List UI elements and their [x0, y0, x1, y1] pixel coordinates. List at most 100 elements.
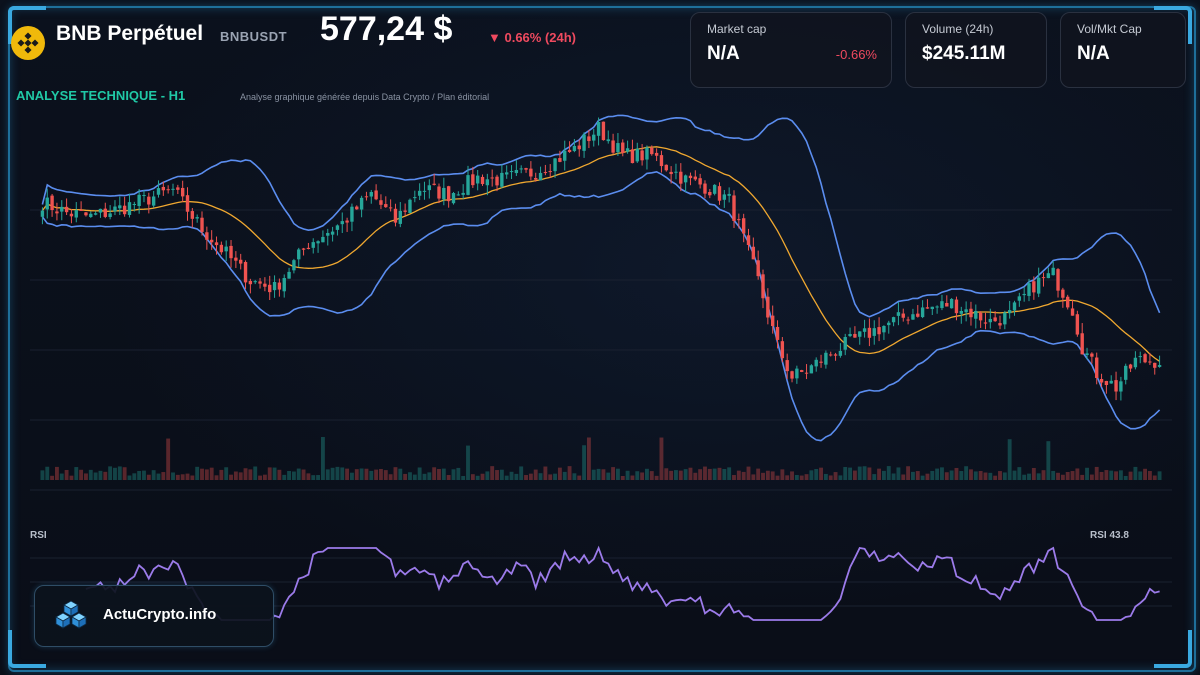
volume-bar [466, 445, 470, 480]
candle-body [297, 249, 301, 260]
candle-body [253, 281, 257, 283]
volume-bar [117, 466, 122, 480]
volume-bar [98, 470, 103, 480]
volume-bar [906, 466, 911, 480]
current-price: 577,24 $ [320, 10, 453, 48]
volume-bar [862, 466, 867, 480]
volume-bar [417, 467, 422, 480]
candle-body [287, 271, 291, 279]
candle-body [137, 194, 141, 207]
candle-body [901, 313, 905, 318]
volume-bar [364, 468, 369, 480]
candle-body [766, 296, 770, 318]
volume-bar [122, 467, 127, 480]
asset-title: BNB Perpétuel [56, 22, 204, 45]
candle-body [650, 147, 654, 155]
bollinger-bands [41, 114, 1161, 442]
volume-bar [393, 467, 398, 480]
volume-bar [582, 445, 587, 480]
candle-body [930, 306, 934, 310]
volume-bar [611, 467, 616, 480]
candle-body [887, 322, 891, 326]
volume-bar [678, 470, 683, 480]
volume-bar [857, 466, 862, 480]
candle-body [978, 312, 983, 321]
volume-bar [654, 475, 659, 480]
card-label: Market cap [707, 22, 767, 36]
candle-body [490, 177, 494, 179]
volume-bars [40, 437, 1162, 480]
volume-bar [335, 466, 340, 480]
volume-bar [1109, 470, 1114, 480]
candle-body [553, 158, 557, 172]
volume-bar [649, 471, 654, 480]
candle-body [509, 171, 514, 173]
volume-bar [282, 474, 287, 480]
candle-body [795, 368, 799, 379]
candle-body [800, 370, 804, 372]
volume-bar [1065, 471, 1070, 480]
volume-bar [1046, 441, 1051, 480]
candle-body [200, 217, 204, 232]
candle-body [1119, 381, 1123, 392]
candle-body [625, 148, 630, 152]
candle-body [601, 121, 606, 141]
candle-body [969, 308, 973, 318]
volume-bar [1002, 472, 1007, 480]
candle-body [1051, 267, 1055, 276]
volume-bar [1012, 470, 1017, 480]
volume-bar [717, 467, 722, 480]
brand-name: ActuCrypto.info [103, 606, 217, 623]
candle-body [737, 219, 741, 221]
volume-bar [1133, 466, 1138, 480]
volume-bar [224, 467, 229, 480]
volume-bar [1089, 474, 1094, 480]
volume-bar [596, 468, 601, 480]
candle-body [480, 176, 485, 185]
volume-bar [741, 471, 746, 480]
candle-body [485, 179, 490, 186]
candle-body [1090, 353, 1094, 357]
candle-body [326, 233, 330, 236]
volume-bar [427, 472, 432, 480]
volume-bar [809, 470, 814, 480]
candle-body [272, 281, 277, 291]
volume-bar [403, 473, 408, 480]
candle-body [592, 134, 596, 141]
candle-body [1007, 310, 1012, 314]
volume-bar [1104, 470, 1109, 480]
volume-bar [446, 475, 451, 480]
candle-body [916, 313, 920, 317]
candle-body [103, 208, 107, 217]
volume-bar [911, 471, 915, 480]
volume-bar [790, 471, 794, 480]
candle-body [582, 134, 586, 151]
candle-body [741, 218, 746, 234]
market-cap-card: Market cap N/A -0.66% [690, 12, 892, 88]
brand-badge[interactable]: ActuCrypto.info [34, 585, 274, 647]
volume-bar [209, 467, 214, 480]
volume-bar [688, 467, 693, 480]
volume-bar [451, 469, 456, 480]
candle-body [176, 187, 180, 190]
volume-bar [591, 469, 596, 480]
candle-body [940, 301, 944, 309]
candle-body [814, 359, 818, 367]
card-value: N/A [707, 43, 740, 64]
candle-body [1046, 273, 1051, 279]
candle-body [1032, 281, 1036, 293]
volume-bar [1007, 439, 1012, 480]
candle-body [195, 217, 199, 219]
candle-body [756, 260, 760, 277]
volume-bar [1143, 468, 1148, 480]
candle-body [161, 186, 166, 191]
candle-body [679, 171, 683, 184]
volume-bar [340, 467, 345, 480]
candle-body [147, 196, 151, 205]
volume-bar [1070, 471, 1075, 480]
volume-bar [524, 475, 528, 480]
volume-bar [756, 468, 761, 480]
volume-bar [891, 473, 896, 480]
candle-body [234, 257, 238, 261]
candle-body [616, 143, 620, 153]
